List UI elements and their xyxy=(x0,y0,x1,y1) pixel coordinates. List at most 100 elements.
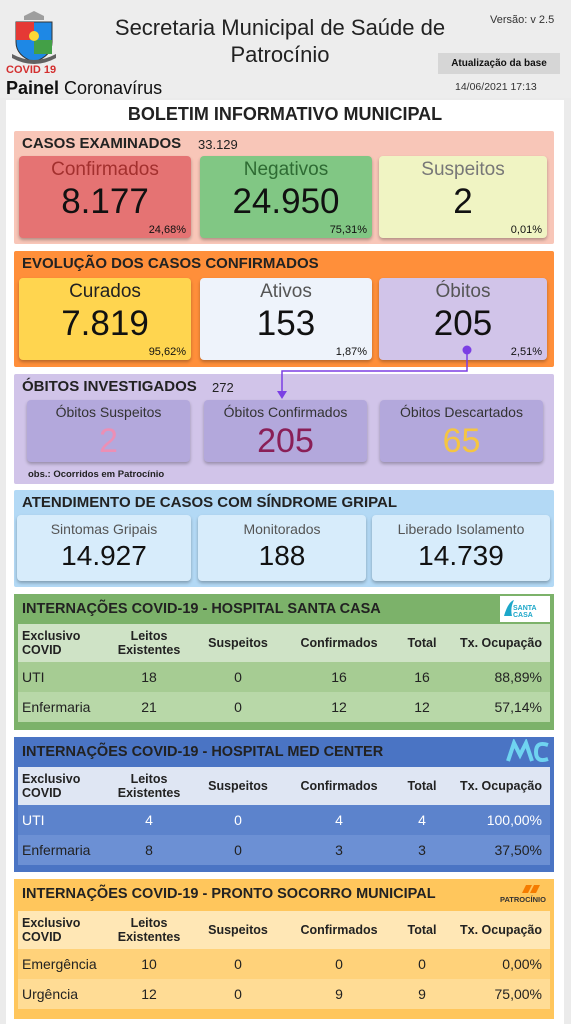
version-label: Versão: v 2.5 xyxy=(490,14,555,26)
cell-beds: 18 xyxy=(141,669,157,685)
painel-rest: Coronavírus xyxy=(59,78,163,98)
confirmed-value: 8.177 xyxy=(61,182,149,221)
cell-occupancy: 37,50% xyxy=(494,842,542,858)
negative-value: 24.950 xyxy=(232,182,340,221)
santa-casa-logo-icon xyxy=(500,596,550,622)
suspect-card[interactable]: Suspeitos 2 0,01% xyxy=(379,156,547,238)
investigated-total: 272 xyxy=(212,380,234,395)
cell-beds: 10 xyxy=(141,956,157,972)
santa-casa-logo: SANTA CASA xyxy=(500,596,550,622)
active-label: Ativos xyxy=(260,281,312,302)
cell-occupancy: 88,89% xyxy=(494,669,542,685)
negative-card[interactable]: Negativos 24.950 75,31% xyxy=(200,156,372,238)
deaths-card[interactable]: Óbitos 205 2,51% xyxy=(379,278,547,360)
flu-monitored-label: Monitorados xyxy=(243,521,321,537)
cured-card[interactable]: Curados 7.819 95,62% xyxy=(19,278,191,360)
patrocinio-logo: PATROCÍNIO xyxy=(498,881,552,907)
cell-type: Enfermaria xyxy=(22,699,91,715)
flu-symptoms-card[interactable]: Sintomas Gripais 14.927 xyxy=(17,515,191,581)
suspect-label: Suspeitos xyxy=(421,159,505,180)
cell-beds: 21 xyxy=(141,699,157,715)
patrocinio-logo-text: PATROCÍNIO xyxy=(500,895,546,904)
flu-released-label: Liberado Isolamento xyxy=(397,521,525,537)
deaths-suspect-card[interactable]: Óbitos Suspeitos 2 xyxy=(27,400,190,462)
col-confirmed: Confirmados xyxy=(300,923,378,937)
deaths-confirmed-card[interactable]: Óbitos Confirmados 205 xyxy=(204,400,367,462)
deaths-link-arrow xyxy=(277,345,472,399)
cell-suspects: 0 xyxy=(234,986,242,1002)
santa-casa-logo-text: SANTA CASA xyxy=(513,605,537,619)
cell-beds: 12 xyxy=(141,986,157,1002)
suspect-value: 2 xyxy=(453,182,473,221)
table-row[interactable]: UTI 4 0 4 4 100,00% xyxy=(18,805,550,835)
med-center-logo xyxy=(506,737,550,765)
flu-symptoms-value: 14.927 xyxy=(61,540,147,571)
table-header-row: Exclusivo COVID Leitos Existentes Suspei… xyxy=(18,624,550,662)
flu-monitored-card[interactable]: Monitorados 188 xyxy=(198,515,366,581)
cured-value: 7.819 xyxy=(61,304,149,343)
flu-released-card[interactable]: Liberado Isolamento 14.739 xyxy=(372,515,550,581)
med-center-table: Exclusivo COVID Leitos Existentes Suspei… xyxy=(18,767,550,865)
col-exclusive: Exclusivo COVID xyxy=(22,772,81,800)
cell-beds: 4 xyxy=(145,812,153,828)
table-row[interactable]: Enfermaria 8 0 3 3 37,50% xyxy=(18,835,550,865)
cell-suspects: 0 xyxy=(234,669,242,685)
cell-confirmed: 12 xyxy=(331,699,347,715)
col-confirmed: Confirmados xyxy=(300,779,378,793)
update-base-button[interactable]: Atualização da base xyxy=(438,53,560,74)
pronto-socorro-section: INTERNAÇÕES COVID-19 - PRONTO SOCORRO MU… xyxy=(14,879,554,1019)
evolution-title: EVOLUÇÃO DOS CASOS CONFIRMADOS xyxy=(22,255,319,272)
confirmed-label: Confirmados xyxy=(51,159,159,180)
col-beds: Leitos Existentes xyxy=(117,772,181,800)
covid-tag: COVID 19 xyxy=(6,64,57,76)
deaths-confirmed-value: 205 xyxy=(257,422,314,460)
pronto-socorro-title: INTERNAÇÕES COVID-19 - PRONTO SOCORRO MU… xyxy=(22,886,436,902)
suspect-pct: 0,01% xyxy=(510,224,542,236)
cell-confirmed: 9 xyxy=(335,986,343,1002)
cell-confirmed: 16 xyxy=(331,669,347,685)
cured-label: Curados xyxy=(69,281,141,302)
flu-released-value: 14.739 xyxy=(418,540,504,571)
table-row[interactable]: Urgência 12 0 9 9 75,00% xyxy=(18,979,550,1009)
col-occupancy: Tx. Ocupação xyxy=(460,779,542,793)
confirmed-card[interactable]: Confirmados 8.177 24,68% xyxy=(19,156,191,238)
table-row[interactable]: Enfermaria 21 0 12 12 57,14% xyxy=(18,692,550,722)
santa-casa-title: INTERNAÇÕES COVID-19 - HOSPITAL SANTA CA… xyxy=(22,601,381,617)
deaths-value: 205 xyxy=(433,304,493,343)
pronto-socorro-table: Exclusivo COVID Leitos Existentes Suspei… xyxy=(18,911,550,1009)
col-suspects: Suspeitos xyxy=(208,923,268,937)
deaths-discarded-card[interactable]: Óbitos Descartados 65 xyxy=(380,400,543,462)
cell-suspects: 0 xyxy=(234,956,242,972)
deaths-suspect-label: Óbitos Suspeitos xyxy=(55,404,162,420)
cell-suspects: 0 xyxy=(234,699,242,715)
negative-label: Negativos xyxy=(243,159,329,180)
cured-pct: 95,62% xyxy=(148,346,186,358)
flu-monitored-value: 188 xyxy=(258,540,306,571)
city-crest-logo xyxy=(12,11,56,64)
painel-label: Painel Coronavírus xyxy=(6,78,162,99)
col-beds: Leitos Existentes xyxy=(117,916,181,944)
table-row[interactable]: Emergência 10 0 0 0 0,00% xyxy=(18,949,550,979)
cell-total: 4 xyxy=(418,812,426,828)
confirmed-pct: 24,68% xyxy=(148,224,186,236)
cell-total: 16 xyxy=(414,669,430,685)
cell-occupancy: 0,00% xyxy=(502,956,542,972)
cell-total: 12 xyxy=(414,699,430,715)
table-row[interactable]: UTI 18 0 16 16 88,89% xyxy=(18,662,550,692)
cell-type: UTI xyxy=(22,669,45,685)
col-exclusive: Exclusivo COVID xyxy=(22,916,81,944)
deaths-discarded-label: Óbitos Descartados xyxy=(400,404,523,420)
active-pct: 1,87% xyxy=(335,346,367,358)
deaths-pct: 2,51% xyxy=(510,346,542,358)
cell-total: 0 xyxy=(418,956,426,972)
negative-pct: 75,31% xyxy=(329,224,367,236)
cell-total: 3 xyxy=(418,842,426,858)
cell-type: Urgência xyxy=(22,986,79,1002)
painel-bold: Painel xyxy=(6,78,60,98)
med-center-logo-icon xyxy=(506,737,549,763)
col-occupancy: Tx. Ocupação xyxy=(460,636,542,650)
cell-confirmed: 4 xyxy=(335,812,343,828)
flu-title: ATENDIMENTO DE CASOS COM SÍNDROME GRIPAL xyxy=(22,494,398,511)
col-confirmed: Confirmados xyxy=(300,636,378,650)
active-card[interactable]: Ativos 153 1,87% xyxy=(200,278,372,360)
